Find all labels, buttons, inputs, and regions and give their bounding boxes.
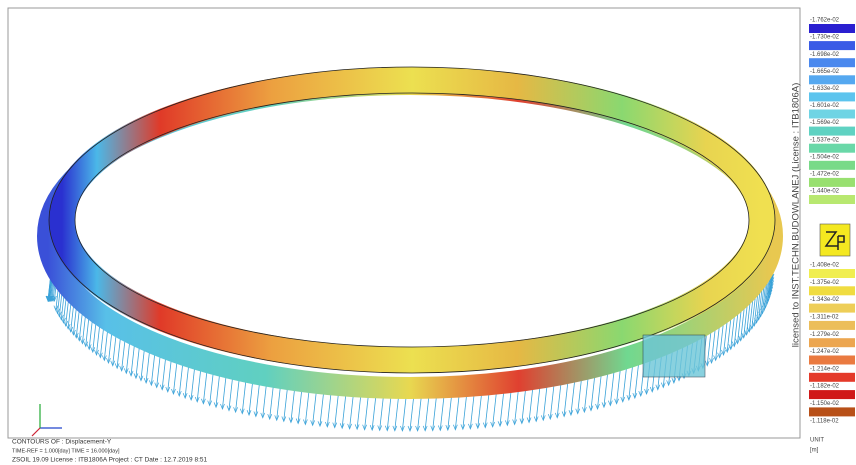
legend-label: -1.730e-02 [810, 35, 840, 41]
legend-label: -1.343e-02 [810, 297, 840, 303]
footer-line: ZSOIL 19.09 License : ITB1806A Project :… [12, 457, 208, 464]
legend-label: -1.601e-02 [810, 103, 840, 109]
legend-swatch [809, 373, 855, 382]
legend-label: -1.537e-02 [810, 137, 840, 143]
legend-label: -1.762e-02 [810, 18, 840, 24]
legend-swatch [809, 41, 855, 50]
legend-label: -1.569e-02 [810, 120, 840, 126]
support-block [643, 335, 705, 377]
legend-swatch [809, 127, 855, 136]
legend-swatch [809, 92, 855, 101]
legend-label: -1.311e-02 [810, 314, 839, 320]
unit-value: [m] [810, 448, 819, 454]
legend-swatch [809, 144, 855, 153]
legend-swatch [809, 178, 855, 187]
legend-swatch [809, 390, 855, 399]
legend-label: -1.118e-02 [810, 418, 839, 424]
legend-swatch [809, 356, 855, 365]
unit-label: UNIT [810, 438, 824, 444]
legend-swatch [809, 161, 855, 170]
legend-label: -1.182e-02 [810, 384, 840, 390]
legend-swatch [809, 195, 855, 204]
legend-swatch [809, 407, 855, 416]
legend-swatch [809, 269, 855, 278]
legend-label: -1.279e-02 [810, 332, 840, 338]
legend-swatch [809, 58, 855, 67]
legend-label: -1.440e-02 [810, 189, 840, 195]
footer-line: TIME-REF = 1.000[day] TIME = 16.000[day] [12, 448, 120, 454]
legend-label: -1.665e-02 [810, 69, 840, 75]
legend-label: -1.472e-02 [810, 171, 840, 177]
license-watermark: licensed to INST.TECHN.BUDOWLANEJ (Licen… [791, 83, 802, 348]
legend-swatch [809, 110, 855, 119]
legend-label: -1.633e-02 [810, 86, 840, 92]
legend-label: -1.214e-02 [810, 366, 840, 372]
legend-swatch [809, 304, 855, 313]
legend-label: -1.247e-02 [810, 349, 840, 355]
legend-swatch [809, 75, 855, 84]
legend-swatch [809, 338, 855, 347]
legend-label: -1.150e-02 [810, 401, 840, 407]
screen: licensed to INST.TECHN.BUDOWLANEJ (Licen… [0, 0, 856, 465]
footer-line: CONTOURS OF : Displacement-Y [12, 439, 112, 446]
logo [820, 224, 850, 256]
legend-swatch [809, 321, 855, 330]
legend-label: -1.504e-02 [810, 154, 840, 160]
legend-swatch [809, 24, 855, 33]
legend-swatch [809, 286, 855, 295]
legend-label: -1.698e-02 [810, 52, 840, 58]
legend-label: -1.375e-02 [810, 280, 840, 286]
legend-label: -1.408e-02 [810, 263, 840, 269]
